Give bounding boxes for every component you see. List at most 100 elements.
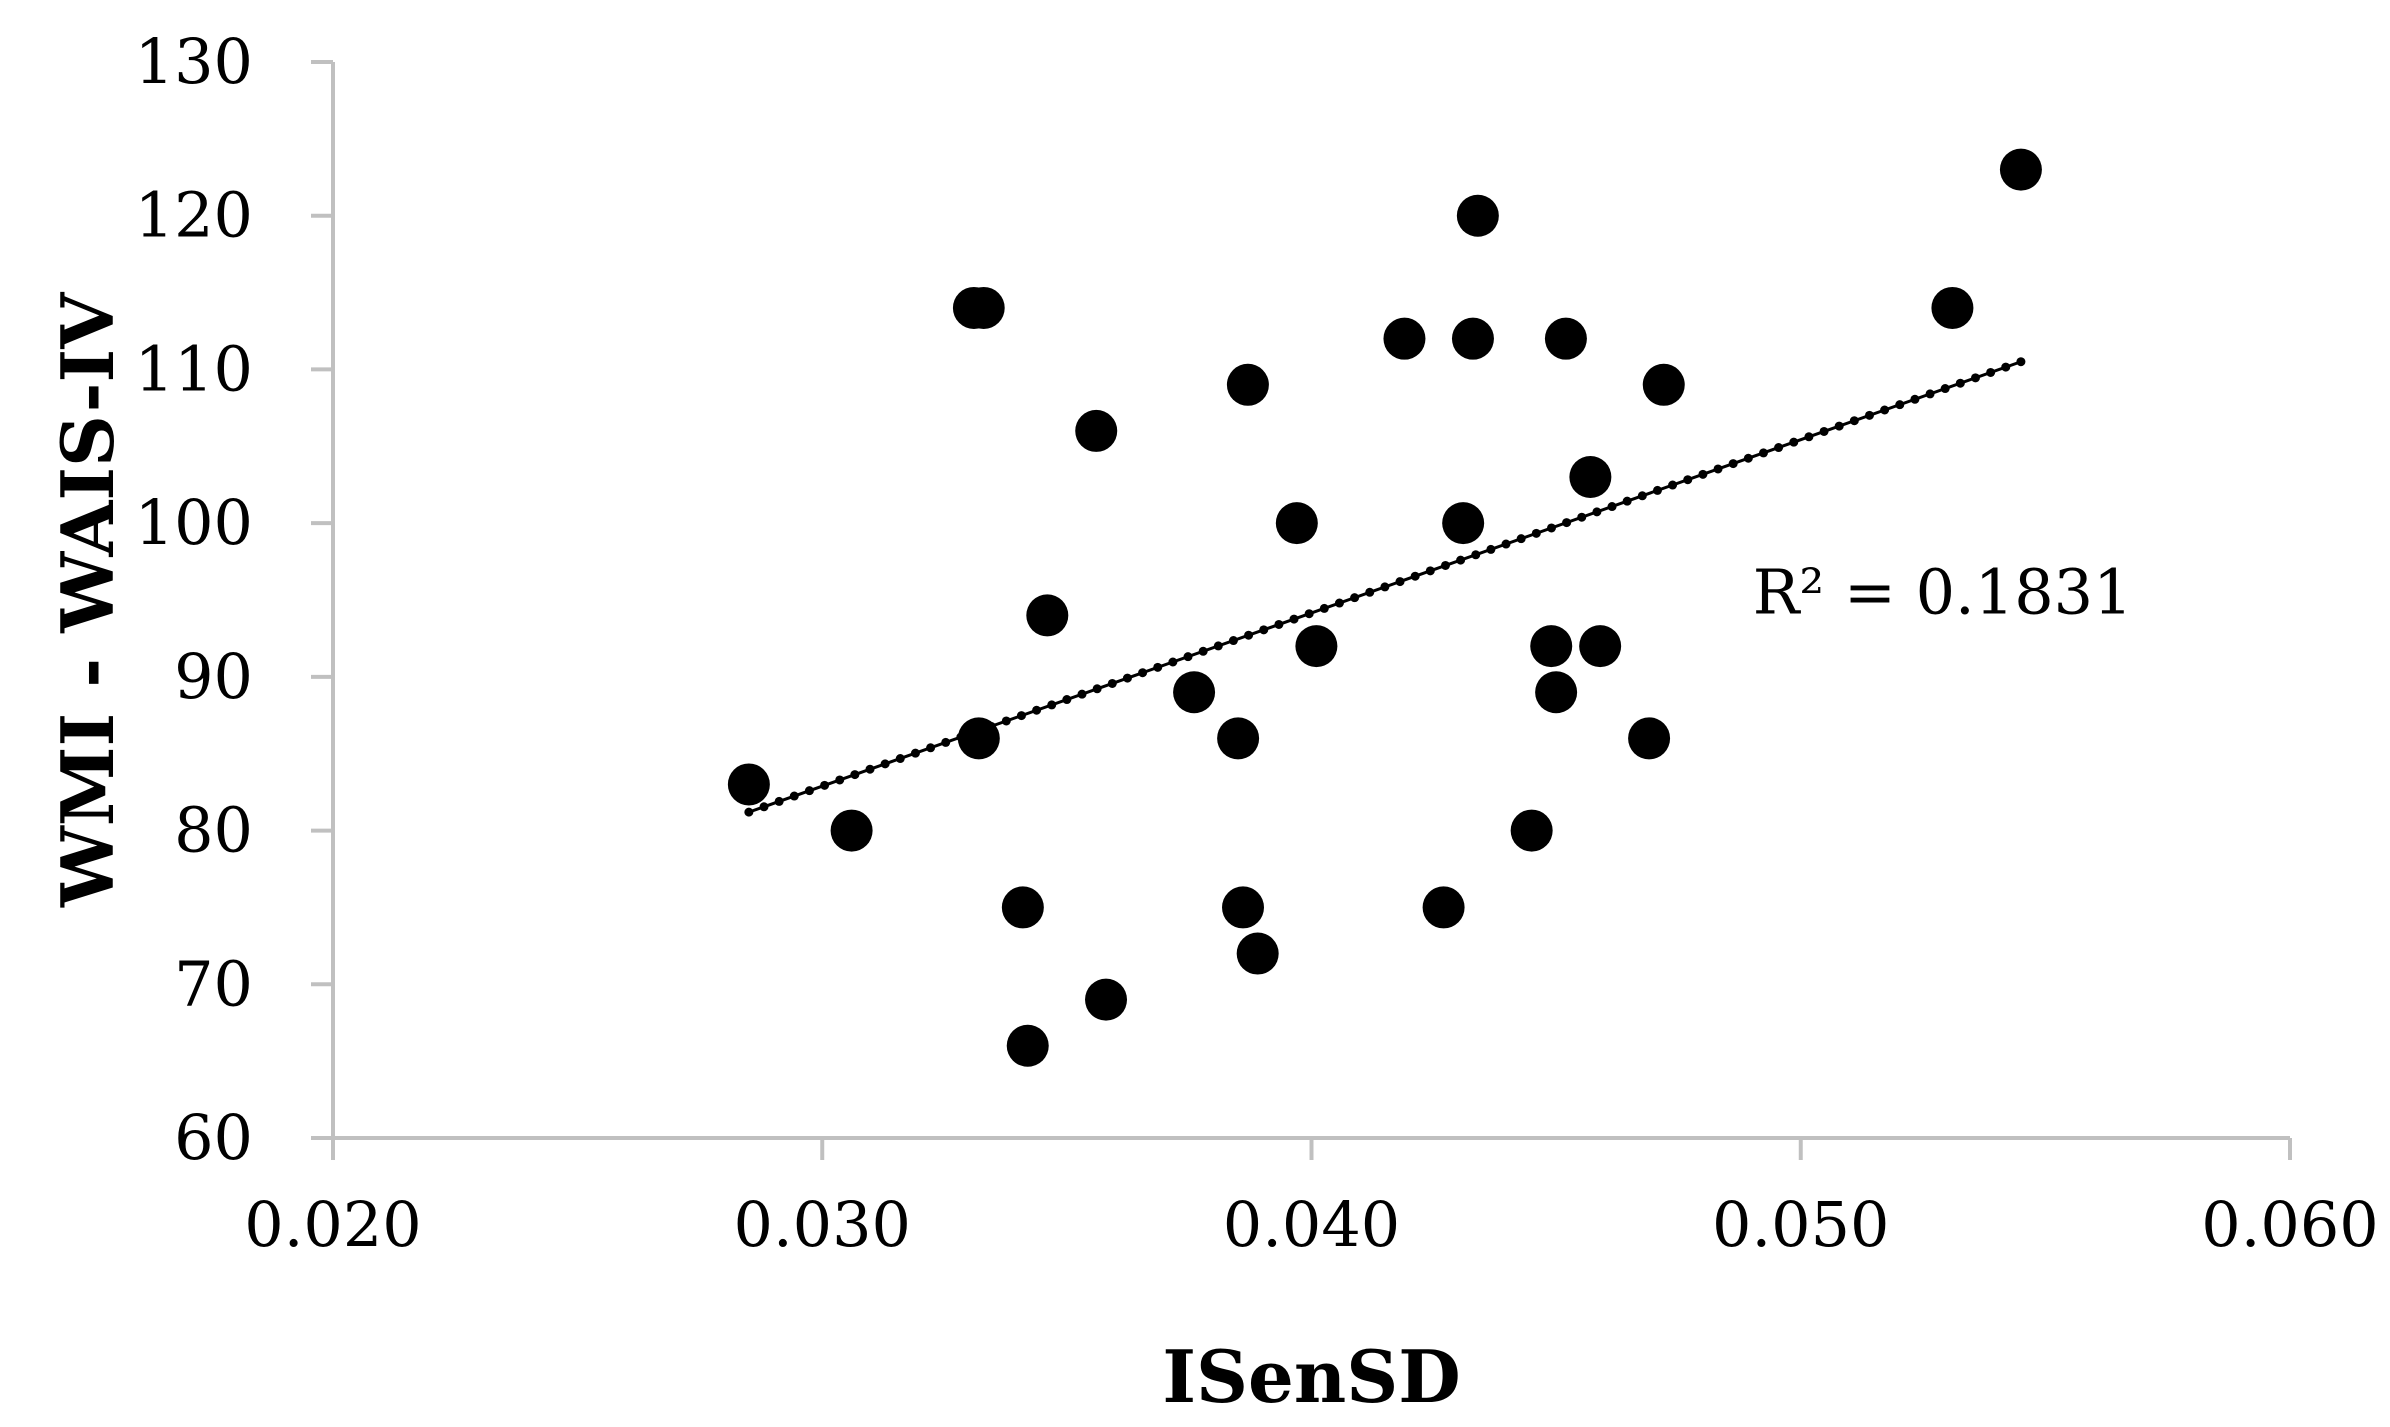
trendline-dot [2016,357,2026,367]
x-tick-label: 0.050 [1712,1188,1890,1261]
trendline-dot [1683,475,1693,485]
trendline-dot [1849,416,1859,426]
trendline-dot [1728,459,1738,469]
trendline-dot [1183,652,1193,662]
trendline-dot [1304,609,1314,619]
trendline-dot [1622,496,1632,506]
trendline-dot [1016,711,1026,721]
x-tick-label: 0.030 [734,1188,912,1261]
data-point [957,717,1000,760]
data-point [1222,886,1265,929]
annotations: R² = 0.1831 [1753,555,2133,628]
data-point [1569,456,1612,499]
data-point [1295,625,1338,668]
trendline-dot [1001,716,1011,726]
trendline-dot [1213,641,1223,651]
data-point [1999,148,2042,191]
trendline-dot [1077,689,1087,699]
trendline-dot [895,754,905,764]
trendline-dot [1122,673,1132,683]
trendline-dot [774,796,784,806]
trendline-dot [1758,448,1768,458]
data-point [727,763,770,806]
data-point [1217,717,1260,760]
trendline-dot [1743,453,1753,463]
trendline-dot [1107,678,1117,688]
data-point [1628,717,1671,760]
trendline-dot [1168,657,1178,667]
y-tick-label: 110 [135,332,253,405]
trendline-dot [1562,518,1572,528]
trendline-dot [1804,432,1814,442]
trendline-dot [1274,619,1284,629]
trendline-dot [1228,636,1238,646]
trendline-dot [1864,410,1874,420]
trendline-dot [1986,367,1996,377]
trendline-dot [1138,668,1148,678]
trendline-dot [1198,646,1208,656]
data-point [1530,625,1573,668]
trendline-dot [1713,464,1723,474]
trendline-dot [1471,550,1481,560]
trendline-dot [1955,378,1965,388]
data-point [1451,317,1494,360]
trendline-dot [1698,469,1708,479]
data-point [1226,363,1269,406]
data-point [1544,317,1587,360]
data-point [1535,671,1578,714]
trendline-dot [789,791,799,801]
data-point [1085,978,1128,1021]
trendline-dot [1486,544,1496,554]
data-point [962,286,1005,329]
trendline-dot [1456,555,1466,565]
trendline-dot [1410,571,1420,581]
trendline-layer [744,357,2026,817]
x-tick-label: 0.020 [244,1188,422,1261]
trendline-dot [1910,394,1920,404]
trendline-dot [1925,389,1935,399]
x-tick-label: 0.040 [1223,1188,1401,1261]
data-point [1642,363,1685,406]
data-point [1456,194,1499,237]
data-point [1075,409,1118,452]
trendline-dot [1501,539,1511,549]
trendline-dot [850,770,860,780]
trendline-dot [1259,625,1269,635]
trendline-dot [1425,566,1435,576]
y-tick-label: 70 [174,947,253,1020]
trendline-dot [1062,695,1072,705]
data-point [1383,317,1426,360]
data-point [1510,809,1553,852]
trendline-dot [1546,523,1556,533]
trendline-dot [1577,512,1587,522]
data-point [1931,286,1974,329]
data-point [1442,502,1485,545]
data-point [1026,594,1069,637]
y-tick-label: 120 [135,179,253,252]
trendline-dot [820,780,830,790]
trendline-dot [1607,502,1617,512]
trendline-dot [759,802,769,812]
trendline-dot [1032,705,1042,715]
r-squared-annotation: R² = 0.1831 [1753,555,2133,628]
y-tick-label: 100 [135,486,253,559]
x-tick-label: 0.060 [2201,1188,2379,1261]
y-tick-label: 90 [174,640,253,713]
y-tick-label: 60 [174,1101,253,1174]
y-tick-label: 130 [135,25,253,98]
trendline-dot [804,786,814,796]
trendline-dot [1668,480,1678,490]
trendline-dot [1592,507,1602,517]
trendline-dot [926,743,936,753]
y-tick-label: 80 [174,794,253,867]
trendline-dot [744,807,754,817]
trendline-dot [1047,700,1057,710]
trendline-dot [1819,426,1829,436]
trendline-dot [1637,491,1647,501]
data-point [1275,502,1318,545]
trendline-dot [1970,373,1980,383]
trendline-dot [1380,582,1390,592]
trendline-dot [941,737,951,747]
data-point [1236,932,1279,975]
